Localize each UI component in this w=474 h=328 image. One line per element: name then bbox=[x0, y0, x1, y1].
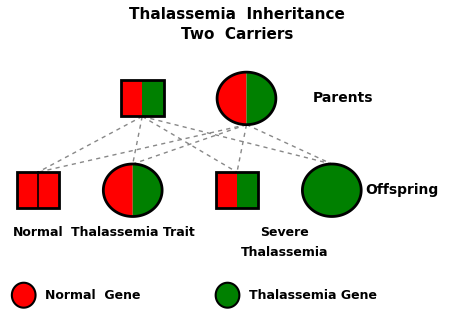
Polygon shape bbox=[217, 72, 246, 125]
Text: Thalassemia Trait: Thalassemia Trait bbox=[71, 226, 195, 239]
Polygon shape bbox=[133, 164, 162, 216]
Polygon shape bbox=[216, 283, 239, 308]
Polygon shape bbox=[216, 172, 237, 208]
Text: Thalassemia Gene: Thalassemia Gene bbox=[249, 289, 377, 302]
Polygon shape bbox=[237, 172, 258, 208]
Text: Parents: Parents bbox=[313, 92, 374, 105]
Text: Normal: Normal bbox=[13, 226, 63, 239]
Polygon shape bbox=[38, 172, 59, 208]
Polygon shape bbox=[302, 164, 361, 216]
Text: Thalassemia  Inheritance: Thalassemia Inheritance bbox=[129, 7, 345, 22]
Text: Two  Carriers: Two Carriers bbox=[181, 27, 293, 42]
Polygon shape bbox=[12, 283, 36, 308]
Text: Thalassemia: Thalassemia bbox=[241, 246, 328, 259]
Polygon shape bbox=[17, 172, 38, 208]
Polygon shape bbox=[121, 80, 142, 116]
Polygon shape bbox=[246, 72, 276, 125]
Text: Severe: Severe bbox=[260, 226, 309, 239]
Polygon shape bbox=[142, 80, 164, 116]
Text: Offspring: Offspring bbox=[365, 183, 438, 197]
Text: Normal  Gene: Normal Gene bbox=[45, 289, 140, 302]
Polygon shape bbox=[103, 164, 133, 216]
